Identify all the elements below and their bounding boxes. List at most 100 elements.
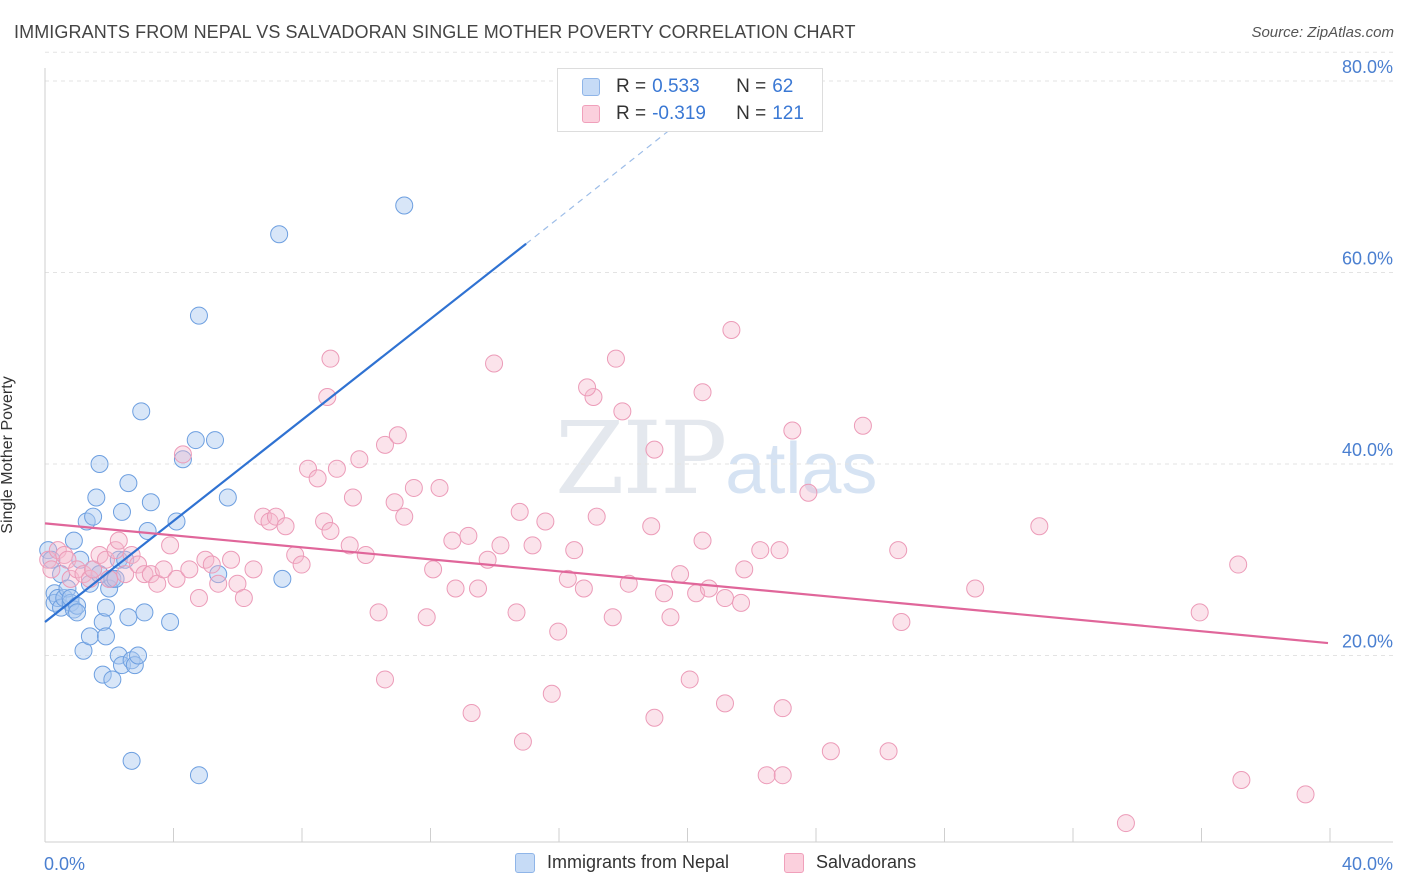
trendline-salvadoran: [44, 522, 1329, 645]
legend-n-value: 121: [772, 103, 804, 124]
point-salvadoran: [417, 608, 436, 627]
point-salvadoran: [536, 512, 555, 531]
point-salvadoran: [1190, 603, 1209, 622]
legend-row-salvadoran: R = -0.319 N = 121: [582, 101, 804, 127]
trendline-nepal: [44, 242, 527, 623]
point-nepal: [68, 603, 87, 622]
point-salvadoran: [48, 541, 67, 560]
point-salvadoran: [74, 565, 93, 584]
point-salvadoran: [879, 742, 898, 761]
point-salvadoran: [266, 507, 285, 526]
point-salvadoran: [96, 550, 115, 569]
point-salvadoran: [356, 545, 375, 564]
point-salvadoran: [853, 416, 872, 435]
point-salvadoran: [196, 550, 215, 569]
point-salvadoran: [244, 560, 263, 579]
point-salvadoran: [491, 536, 510, 555]
point-salvadoran: [116, 565, 135, 584]
point-nepal: [77, 512, 96, 531]
point-nepal: [161, 612, 180, 631]
point-salvadoran: [699, 579, 718, 598]
point-salvadoran: [167, 569, 186, 588]
point-nepal: [189, 766, 208, 785]
legend-item-nepal[interactable]: Immigrants from Nepal: [515, 852, 729, 873]
point-nepal: [129, 646, 148, 665]
point-salvadoran: [369, 603, 388, 622]
point-salvadoran: [889, 541, 908, 560]
point-salvadoran: [558, 569, 577, 588]
point-salvadoran: [655, 584, 674, 603]
point-salvadoran: [68, 560, 87, 579]
point-salvadoran: [578, 378, 597, 397]
point-salvadoran: [109, 531, 128, 550]
point-salvadoran: [404, 478, 423, 497]
point-salvadoran: [276, 517, 295, 536]
point-salvadoran: [574, 579, 593, 598]
point-salvadoran: [735, 560, 754, 579]
source-label: Source: ZipAtlas.com: [1251, 24, 1394, 41]
point-salvadoran: [459, 526, 478, 545]
legend-swatch-salvadoran: [784, 852, 804, 873]
point-salvadoran: [321, 349, 340, 368]
legend-r-label: R =: [616, 103, 647, 124]
point-nepal: [119, 608, 138, 627]
point-nepal: [93, 665, 112, 684]
y-tick-label: 60.0%: [1342, 249, 1393, 269]
point-salvadoran: [385, 493, 404, 512]
point-salvadoran: [606, 349, 625, 368]
legend-n-label: N =: [736, 103, 767, 124]
point-salvadoran: [523, 536, 542, 555]
point-salvadoran: [821, 742, 840, 761]
point-nepal: [186, 431, 205, 450]
legend-row-nepal: R = 0.533 N = 62: [582, 74, 793, 100]
point-nepal: [112, 656, 131, 675]
point-salvadoran: [645, 440, 664, 459]
point-salvadoran: [340, 536, 359, 555]
point-salvadoran: [388, 426, 407, 445]
point-nepal: [90, 455, 109, 473]
point-salvadoran: [892, 612, 911, 631]
point-salvadoran: [308, 469, 327, 488]
point-nepal: [64, 531, 83, 550]
point-nepal: [93, 612, 112, 631]
point-nepal: [122, 651, 141, 670]
watermark: ZIPatlas: [555, 400, 877, 517]
point-salvadoran: [42, 560, 61, 579]
point-salvadoran: [715, 694, 734, 713]
legend-n-label: N =: [736, 76, 767, 97]
point-salvadoran: [321, 522, 340, 541]
point-salvadoran: [375, 670, 394, 689]
point-salvadoran: [513, 732, 532, 751]
point-nepal: [167, 512, 186, 531]
legend-r-value: 0.533: [652, 76, 700, 97]
point-salvadoran: [799, 483, 818, 502]
point-salvadoran: [350, 450, 369, 469]
y-tick-label: 40.0%: [1342, 440, 1393, 460]
point-salvadoran: [58, 550, 77, 569]
point-salvadoran: [161, 536, 180, 555]
point-salvadoran: [510, 502, 529, 521]
point-salvadoran: [424, 560, 443, 579]
point-salvadoran: [469, 579, 488, 598]
legend-item-salvadoran[interactable]: Salvadorans: [784, 852, 916, 873]
point-salvadoran: [613, 402, 632, 421]
point-salvadoran: [154, 560, 173, 579]
point-salvadoran: [661, 608, 680, 627]
point-salvadoran: [1116, 814, 1135, 833]
point-salvadoran: [642, 517, 661, 536]
point-nepal: [106, 569, 125, 588]
point-salvadoran: [173, 445, 192, 464]
point-salvadoran: [135, 565, 154, 584]
legend-r-value: -0.319: [652, 103, 706, 124]
point-salvadoran: [549, 622, 568, 641]
point-nepal: [132, 402, 151, 421]
point-salvadoran: [189, 589, 208, 608]
point-salvadoran: [757, 766, 776, 785]
legend-label-nepal: Immigrants from Nepal: [547, 852, 730, 872]
point-salvadoran: [180, 560, 199, 579]
point-salvadoran: [693, 383, 712, 402]
legend-n-value: 62: [772, 76, 794, 97]
point-salvadoran: [619, 574, 638, 593]
point-salvadoran: [732, 593, 751, 612]
legend-label-salvadoran: Salvadorans: [816, 852, 917, 872]
